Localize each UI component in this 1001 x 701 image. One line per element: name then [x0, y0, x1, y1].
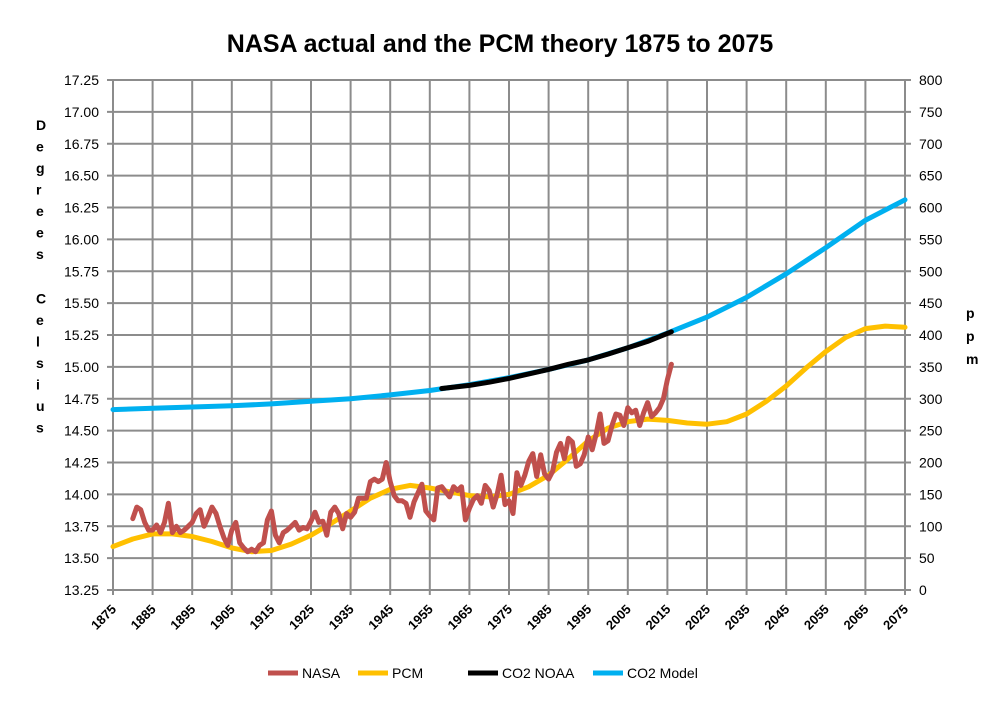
y-tick-label: 15.00	[64, 359, 99, 375]
x-tick-label: 1945	[365, 602, 396, 633]
x-tick-label: 1905	[207, 602, 238, 633]
series-lines	[110, 197, 908, 555]
x-tick-label: 1875	[88, 602, 119, 633]
legend-label: NASA	[302, 665, 341, 681]
series-line-nasa	[130, 361, 674, 555]
x-tick-label: 2055	[801, 602, 832, 633]
y2-axis-label-letter: p	[966, 328, 975, 344]
x-tick-label: 1995	[563, 602, 594, 633]
y-axis-label-letter: s	[36, 420, 44, 436]
y-tick-label: 14.75	[64, 391, 99, 407]
y2-tick-label: 350	[919, 359, 943, 375]
y-tick-label: 15.75	[64, 263, 99, 279]
y-axis-label-letter: D	[36, 117, 46, 133]
y-tick-label: 14.00	[64, 486, 99, 502]
y2-tick-label: 600	[919, 200, 943, 216]
y-tick-label: 13.75	[64, 518, 99, 534]
y2-tick-label: 750	[919, 104, 943, 120]
y2-tick-label: 100	[919, 518, 943, 534]
x-tick-label: 1925	[286, 602, 317, 633]
y2-tick-label: 400	[919, 327, 943, 343]
y2-tick-label: 500	[919, 263, 943, 279]
series-line-co2-noaa	[439, 329, 674, 391]
legend-label: CO2 NOAA	[502, 665, 575, 681]
y-tick-label: 17.00	[64, 104, 99, 120]
y-axis-label-letter: s	[36, 246, 44, 262]
y-axis-label-letter: g	[36, 160, 45, 176]
x-tick-label: 1955	[405, 602, 436, 633]
y-tick-label: 15.25	[64, 327, 99, 343]
y-tick-label: 17.25	[64, 72, 99, 88]
x-tick-label: 1935	[326, 602, 357, 633]
y2-tick-label: 450	[919, 295, 943, 311]
y2-tick-label: 800	[919, 72, 943, 88]
x-tick-label: 2035	[722, 602, 753, 633]
y2-tick-label: 50	[919, 550, 935, 566]
x-tick-label: 2025	[682, 602, 713, 633]
y-axis-label-letter: C	[36, 291, 46, 307]
y-axis-label-letter: e	[36, 225, 44, 241]
y2-tick-label: 700	[919, 136, 943, 152]
x-tick-label: 1915	[246, 602, 277, 633]
y2-tick-label: 250	[919, 423, 943, 439]
y-tick-label: 16.00	[64, 231, 99, 247]
y-tick-label: 16.75	[64, 136, 99, 152]
y-axis-label-letter: u	[36, 398, 45, 414]
y-tick-label: 14.50	[64, 423, 99, 439]
y-tick-label: 13.25	[64, 582, 99, 598]
y-axis-label-letter: e	[36, 312, 44, 328]
x-tick-label: 2075	[880, 602, 911, 633]
y2-tick-label: 200	[919, 455, 943, 471]
y-axis-label-letter: i	[36, 377, 40, 393]
y-axis-label-letter: e	[36, 203, 44, 219]
y-tick-label: 13.50	[64, 550, 99, 566]
x-tick-label: 1885	[128, 602, 159, 633]
y2-axis-label-letter: p	[966, 305, 975, 321]
grid	[107, 79, 911, 595]
y-tick-label: 14.25	[64, 455, 99, 471]
y-axis-label-letter: l	[36, 334, 40, 350]
y-axis-label-letter: e	[36, 139, 44, 155]
y2-tick-label: 150	[919, 486, 943, 502]
y-tick-label: 16.50	[64, 168, 99, 184]
y-axis-label-letter: s	[36, 355, 44, 371]
y2-tick-label: 650	[919, 168, 943, 184]
y2-tick-label: 550	[919, 231, 943, 247]
y-tick-label: 16.25	[64, 200, 99, 216]
x-tick-label: 2065	[840, 602, 871, 633]
chart-title: NASA actual and the PCM theory 1875 to 2…	[227, 30, 774, 58]
tick-labels: 1875 1885 1895 1905 1915 1925 1935 1945 1955 1965…	[64, 72, 943, 633]
legend-label: PCM	[392, 665, 423, 681]
x-tick-label: 1975	[484, 602, 515, 633]
y2-tick-label: 0	[919, 582, 927, 598]
y-axis-label-letter: r	[36, 182, 42, 198]
legend: NASA PCM CO2 NOAA CO2 Model	[268, 665, 698, 681]
x-tick-label: 2045	[761, 602, 792, 633]
x-tick-label: 2015	[642, 602, 673, 633]
x-tick-label: 1895	[167, 602, 198, 633]
y2-axis-label-letter: m	[966, 351, 978, 367]
x-tick-label: 1965	[444, 602, 475, 633]
y-tick-label: 15.50	[64, 295, 99, 311]
x-tick-label: 1985	[524, 602, 555, 633]
x-tick-label: 2005	[603, 602, 634, 633]
y2-tick-label: 300	[919, 391, 943, 407]
legend-label: CO2 Model	[627, 665, 698, 681]
